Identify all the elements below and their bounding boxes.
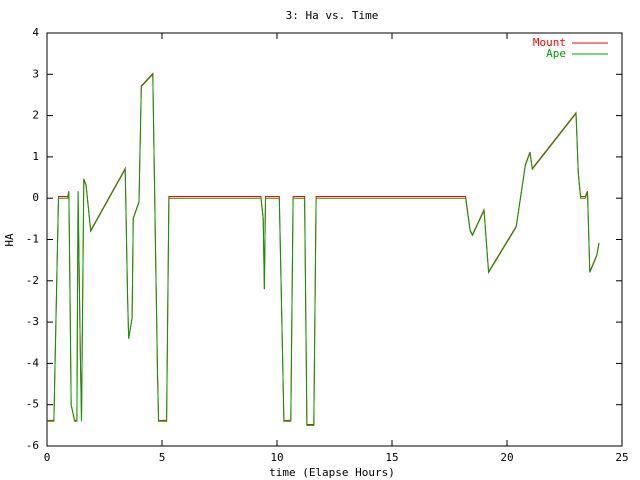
y-tick-label: -5 (26, 398, 39, 411)
y-tick-label: -4 (26, 356, 40, 369)
y-tick-label: 1 (32, 150, 39, 163)
y-tick-label: -2 (26, 274, 39, 287)
x-tick-label: 5 (159, 451, 166, 464)
x-axis-label: time (Elapse Hours) (269, 466, 395, 479)
y-tick-label: -6 (26, 439, 39, 452)
x-tick-label: 0 (44, 451, 51, 464)
legend-label: Ape (546, 47, 566, 60)
x-tick-label: 10 (270, 451, 283, 464)
y-tick-label: -1 (26, 233, 39, 246)
y-tick-label: 0 (32, 191, 39, 204)
chart-title: 3: Ha vs. Time (286, 9, 379, 22)
y-tick-label: 2 (32, 109, 39, 122)
legend-label: Mount (533, 36, 566, 49)
y-tick-label: 4 (32, 26, 39, 39)
y-tick-label: -3 (26, 315, 39, 328)
series-line (47, 73, 600, 426)
series-line (47, 72, 600, 426)
x-tick-label: 20 (500, 451, 513, 464)
x-tick-label: 25 (615, 451, 628, 464)
x-tick-label: 15 (385, 451, 398, 464)
y-tick-label: 3 (32, 67, 39, 80)
y-axis-label: HA (3, 233, 16, 247)
